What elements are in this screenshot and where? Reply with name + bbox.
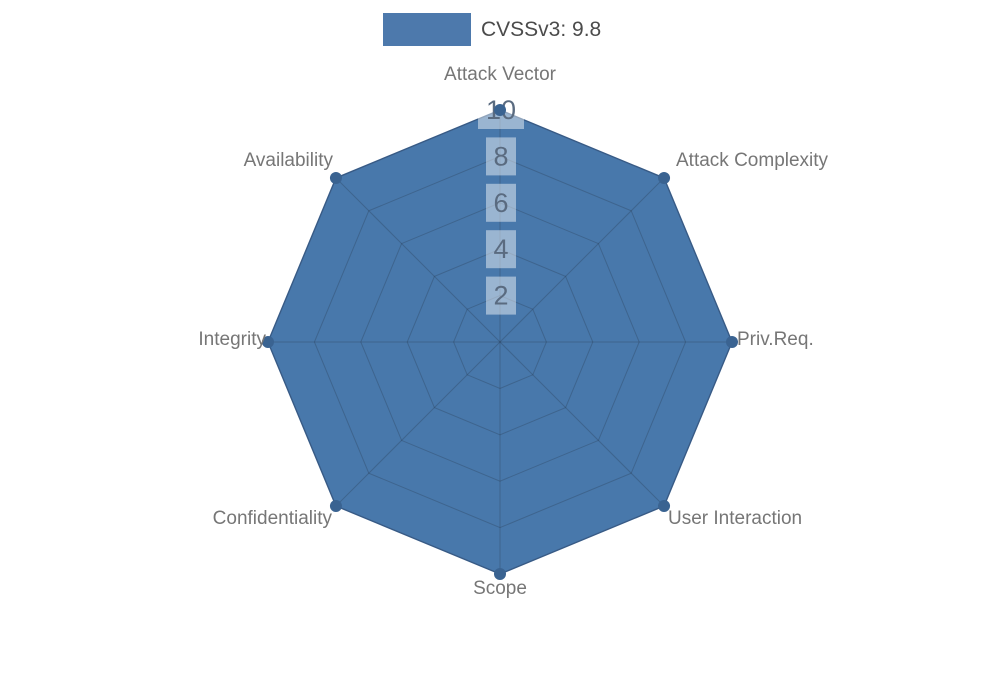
axis-label-scope: Scope: [473, 578, 527, 599]
legend-label: CVSSv3: 9.8: [481, 17, 602, 41]
tick-label: 6: [493, 188, 508, 218]
grid-spoke: [499, 341, 665, 507]
grid-spoke: [335, 177, 501, 343]
grid-ring: [360, 202, 640, 482]
vertex-marker: [494, 568, 506, 580]
vertex-marker: [329, 171, 342, 184]
grid-ring: [453, 295, 547, 389]
tick-bg: [486, 183, 516, 222]
vertex-marker: [262, 336, 274, 348]
axis-label-integrity: Integrity: [198, 329, 266, 350]
tick-label: 2: [493, 281, 508, 311]
vertex-marker: [494, 104, 506, 116]
vertex-marker: [329, 500, 342, 513]
vertex-marker: [658, 500, 671, 513]
vertex-marker: [726, 336, 738, 348]
grid-ring: [406, 248, 594, 436]
axis-label-availability: Availability: [243, 150, 333, 171]
grid-ring: [313, 155, 687, 529]
axis-label-priv-req: Priv.Req.: [737, 329, 814, 350]
axis-label-user-interaction: User Interaction: [668, 508, 803, 529]
axis-label-attack-vector: Attack Vector: [444, 64, 556, 85]
vertex-marker: [658, 171, 671, 184]
axis-label-confidentiality: Confidentiality: [212, 508, 332, 529]
axis-label-attack-complexity: Attack Complexity: [676, 150, 829, 171]
tick-bg: [486, 137, 516, 176]
tick-bg: [486, 276, 516, 315]
tick-bg: [486, 230, 516, 269]
tick-label: 4: [493, 234, 508, 264]
grid-spoke: [335, 341, 501, 507]
grid-spoke: [499, 177, 665, 343]
legend-swatch-icon: [383, 13, 471, 46]
legend[interactable]: CVSSv3: 9.8: [383, 13, 601, 46]
tick-label: 8: [493, 141, 508, 171]
